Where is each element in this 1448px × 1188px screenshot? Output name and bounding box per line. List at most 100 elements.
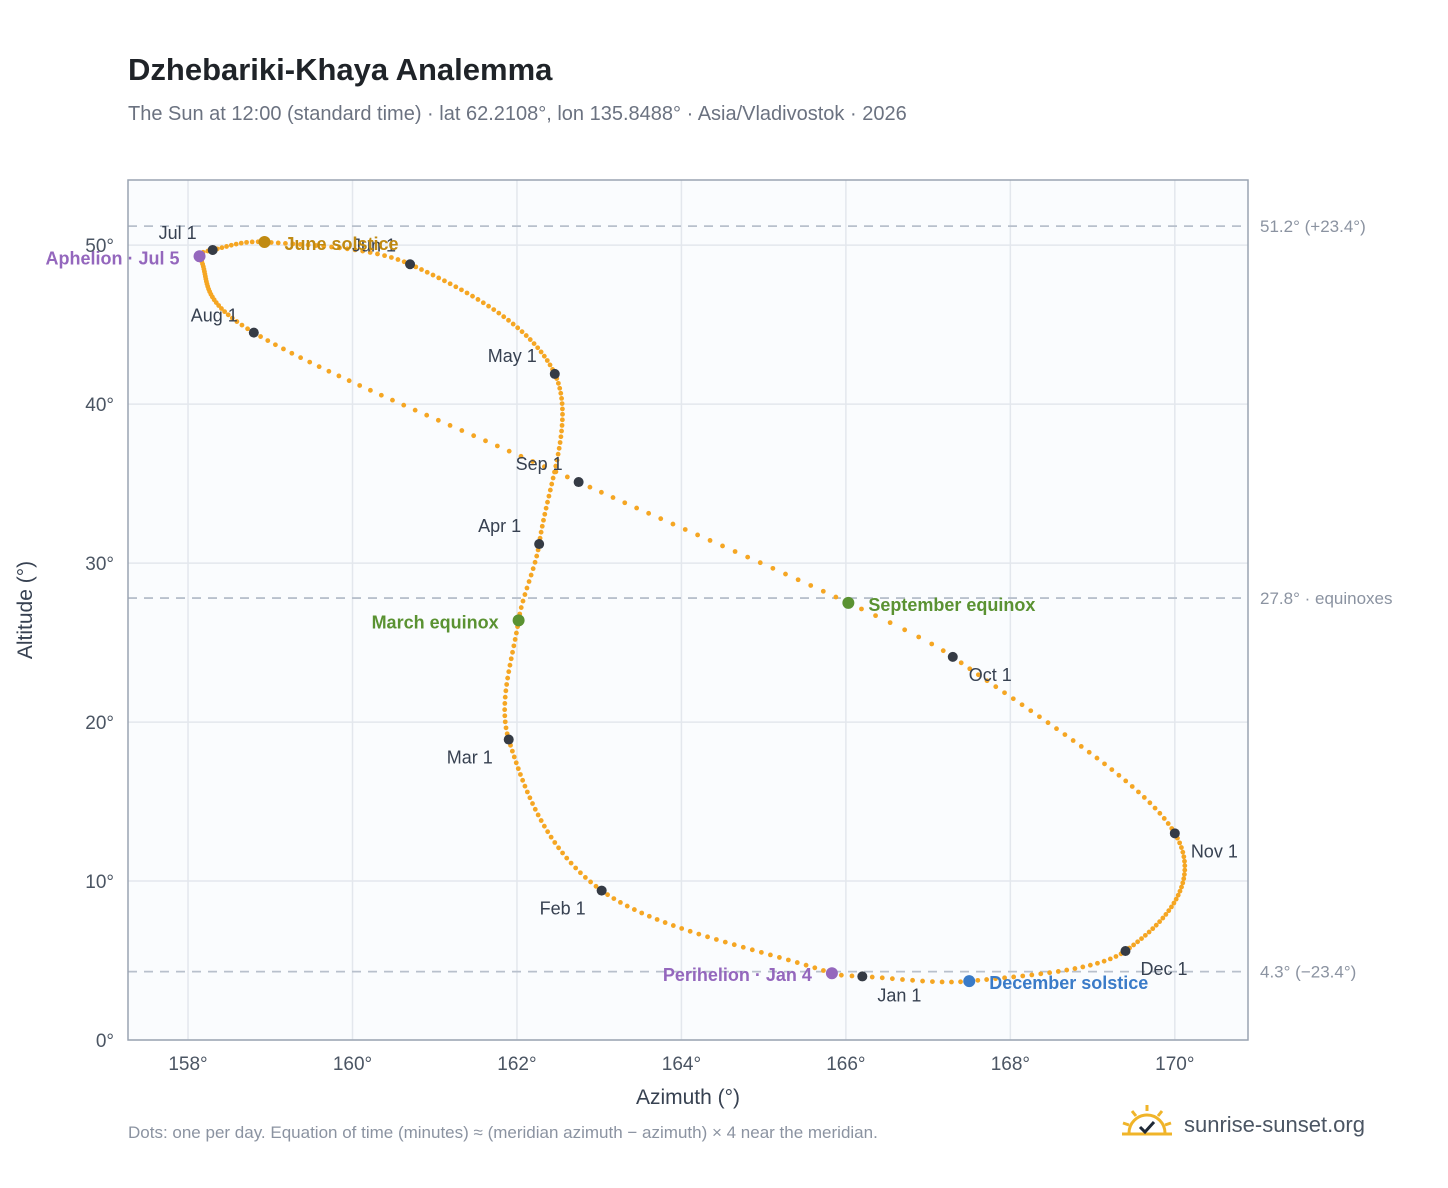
daily-sun-dot xyxy=(419,267,424,272)
daily-sun-dot xyxy=(622,500,628,506)
daily-sun-dot xyxy=(1180,849,1186,855)
daily-sun-dot xyxy=(496,310,502,316)
daily-sun-dot xyxy=(770,565,776,571)
daily-sun-dot xyxy=(459,428,465,433)
month-label: Sep 1 xyxy=(516,454,563,474)
event-label: Aphelion · Jul 5 xyxy=(46,248,180,268)
daily-sun-dot xyxy=(812,965,818,971)
daily-sun-dot xyxy=(506,448,512,454)
daily-sun-dot xyxy=(587,484,593,490)
daily-sun-dot xyxy=(522,783,528,789)
daily-sun-dot xyxy=(631,907,637,912)
daily-sun-dot xyxy=(1055,969,1061,974)
sun-logo-icon xyxy=(1120,1103,1174,1148)
date-markers: Jan 1 Feb 1 Mar 1 Apr 1 May 1 Jun 1 Jul 1 Aug 1… xyxy=(46,223,1238,1005)
month-marker xyxy=(503,734,514,745)
daily-sun-dot xyxy=(610,495,616,500)
daily-sun-dot xyxy=(557,385,563,391)
daily-sun-dot xyxy=(713,937,719,942)
daily-sun-dot xyxy=(646,913,652,919)
x-tick-label: 168° xyxy=(991,1054,1030,1075)
month-label: Dec 1 xyxy=(1140,959,1187,979)
daily-sun-dot xyxy=(573,865,579,871)
daily-sun-dot xyxy=(1078,744,1084,749)
daily-sun-dot xyxy=(1109,767,1115,772)
daily-sun-dot xyxy=(902,627,908,633)
daily-sun-dot xyxy=(412,407,418,413)
daily-sun-dot xyxy=(1113,954,1119,959)
daily-sun-dot xyxy=(578,870,583,876)
daily-sun-dot xyxy=(1070,738,1076,743)
daily-sun-dot xyxy=(453,284,459,290)
daily-sun-dot xyxy=(553,469,559,475)
daily-sun-dot xyxy=(1139,936,1144,942)
daily-sun-dot xyxy=(1047,970,1053,976)
brand-link[interactable]: sunrise-sunset.org xyxy=(1120,1100,1365,1150)
month-label: Nov 1 xyxy=(1191,841,1238,861)
daily-sun-dot xyxy=(1054,726,1059,732)
daily-sun-dot xyxy=(480,300,486,306)
daily-sun-dot xyxy=(555,451,561,457)
month-marker xyxy=(248,327,259,338)
daily-sun-dot xyxy=(745,554,751,560)
y-tick-label: 20° xyxy=(85,713,114,734)
daily-sun-dot xyxy=(502,701,508,706)
daily-sun-dot xyxy=(542,511,548,517)
plot-area xyxy=(128,180,1248,1040)
daily-sun-dot xyxy=(512,637,518,642)
daily-sun-dot xyxy=(526,579,532,584)
daily-sun-dot xyxy=(859,606,864,612)
daily-sun-dot xyxy=(538,529,544,535)
daily-sun-dot xyxy=(509,748,515,754)
daily-sun-dot xyxy=(783,571,788,577)
daily-sun-dot xyxy=(506,317,511,323)
daily-sun-dot xyxy=(749,947,755,953)
daily-sun-dot xyxy=(382,253,387,259)
daily-sun-dot xyxy=(1182,872,1187,877)
daily-sun-dot xyxy=(518,453,524,459)
daily-sun-dot xyxy=(447,281,453,287)
y-tick-label: 0° xyxy=(96,1031,114,1052)
daily-sun-dot xyxy=(289,350,295,356)
daily-sun-dot xyxy=(975,672,981,678)
daily-sun-dot xyxy=(329,244,335,250)
daily-sun-dot xyxy=(887,620,893,626)
daily-sun-dot xyxy=(368,387,373,393)
daily-sun-dot xyxy=(1171,900,1177,906)
daily-sun-dot xyxy=(1002,690,1007,696)
daily-sun-dot xyxy=(298,241,303,247)
y-tick-label: 30° xyxy=(85,554,114,575)
daily-sun-dot xyxy=(539,523,545,529)
daily-sun-dot xyxy=(283,240,288,246)
daily-sun-dot xyxy=(1157,919,1163,925)
daily-sun-dot xyxy=(518,772,523,777)
month-marker xyxy=(549,368,560,379)
daily-sun-dot xyxy=(1086,749,1092,755)
daily-sun-dot xyxy=(900,977,905,982)
daily-sun-dot xyxy=(336,373,342,379)
month-marker xyxy=(207,244,218,255)
daily-sun-dot xyxy=(1177,840,1183,846)
daily-sun-dot xyxy=(1011,974,1017,980)
daily-sun-dot xyxy=(360,248,366,254)
daily-sun-dot xyxy=(795,577,801,583)
daily-sun-dot xyxy=(547,362,553,368)
daily-sun-dot xyxy=(722,939,728,945)
daily-sun-dot xyxy=(1028,708,1034,714)
daily-sun-dot xyxy=(1150,926,1156,932)
daily-sun-dot xyxy=(1179,884,1184,890)
daily-sun-dot xyxy=(550,475,556,481)
month-marker xyxy=(405,259,416,270)
x-tick-label: 162° xyxy=(497,1054,536,1075)
daily-sun-dot xyxy=(1181,876,1187,882)
daily-sun-dot xyxy=(352,247,358,253)
daily-sun-dot xyxy=(1142,932,1148,938)
daily-sun-dot xyxy=(1182,858,1187,864)
daily-sun-dot xyxy=(554,457,560,463)
daily-sun-dot xyxy=(930,979,935,985)
daily-sun-dot xyxy=(524,585,530,591)
daily-sun-dot xyxy=(510,649,515,655)
daily-sun-dot xyxy=(611,896,617,902)
daily-sun-dot xyxy=(249,239,255,245)
daily-sun-dot xyxy=(515,766,521,772)
